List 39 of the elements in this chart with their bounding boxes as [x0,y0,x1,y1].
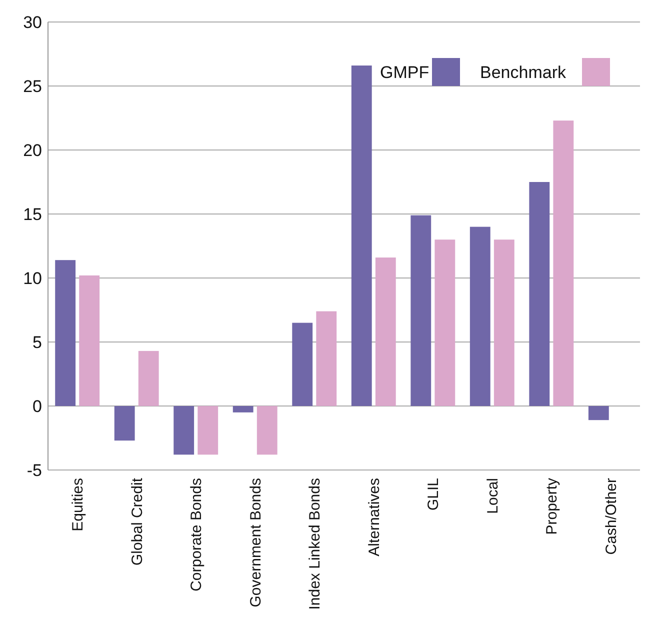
bar [410,215,432,406]
bar [470,226,490,406]
bar [316,311,337,406]
legend-label: GMPF [380,62,430,82]
bar [256,406,278,455]
bar [138,350,159,406]
y-tick-label: 30 [23,12,42,32]
bar [198,406,218,455]
bar [292,322,313,406]
bar [588,406,609,420]
bar [232,406,254,412]
bar [351,66,372,406]
bar [55,260,76,406]
x-tick-label: Index Linked Bonds [306,478,324,610]
bar [553,120,574,406]
x-tick-label: Equities [70,478,87,532]
y-tick-label: 15 [23,204,42,224]
y-tick-label: 10 [23,268,42,288]
legend-label: Benchmark [480,62,566,82]
bar [174,406,194,455]
y-tick-label: -5 [26,460,42,480]
x-tick-label: Corporate Bonds [188,478,206,592]
x-tick-label: Government Bonds [247,478,264,608]
x-tick-label: Cash/Other [602,478,620,555]
bar [434,240,456,406]
x-tick-label: Property [544,478,561,535]
bar [529,182,550,406]
x-tick-label: Global Credit [128,477,146,566]
x-tick-label: Local [484,478,502,514]
x-tick-label: Alternatives [366,478,383,556]
bar [114,406,135,441]
x-tick-label: GLIL [425,478,442,511]
y-tick-label: 5 [32,332,42,352]
bar [79,275,100,406]
bar [375,258,396,406]
y-tick-label: 25 [23,76,42,96]
y-tick-label: 0 [32,396,42,416]
bar [494,240,514,406]
y-tick-label: 20 [23,140,42,160]
